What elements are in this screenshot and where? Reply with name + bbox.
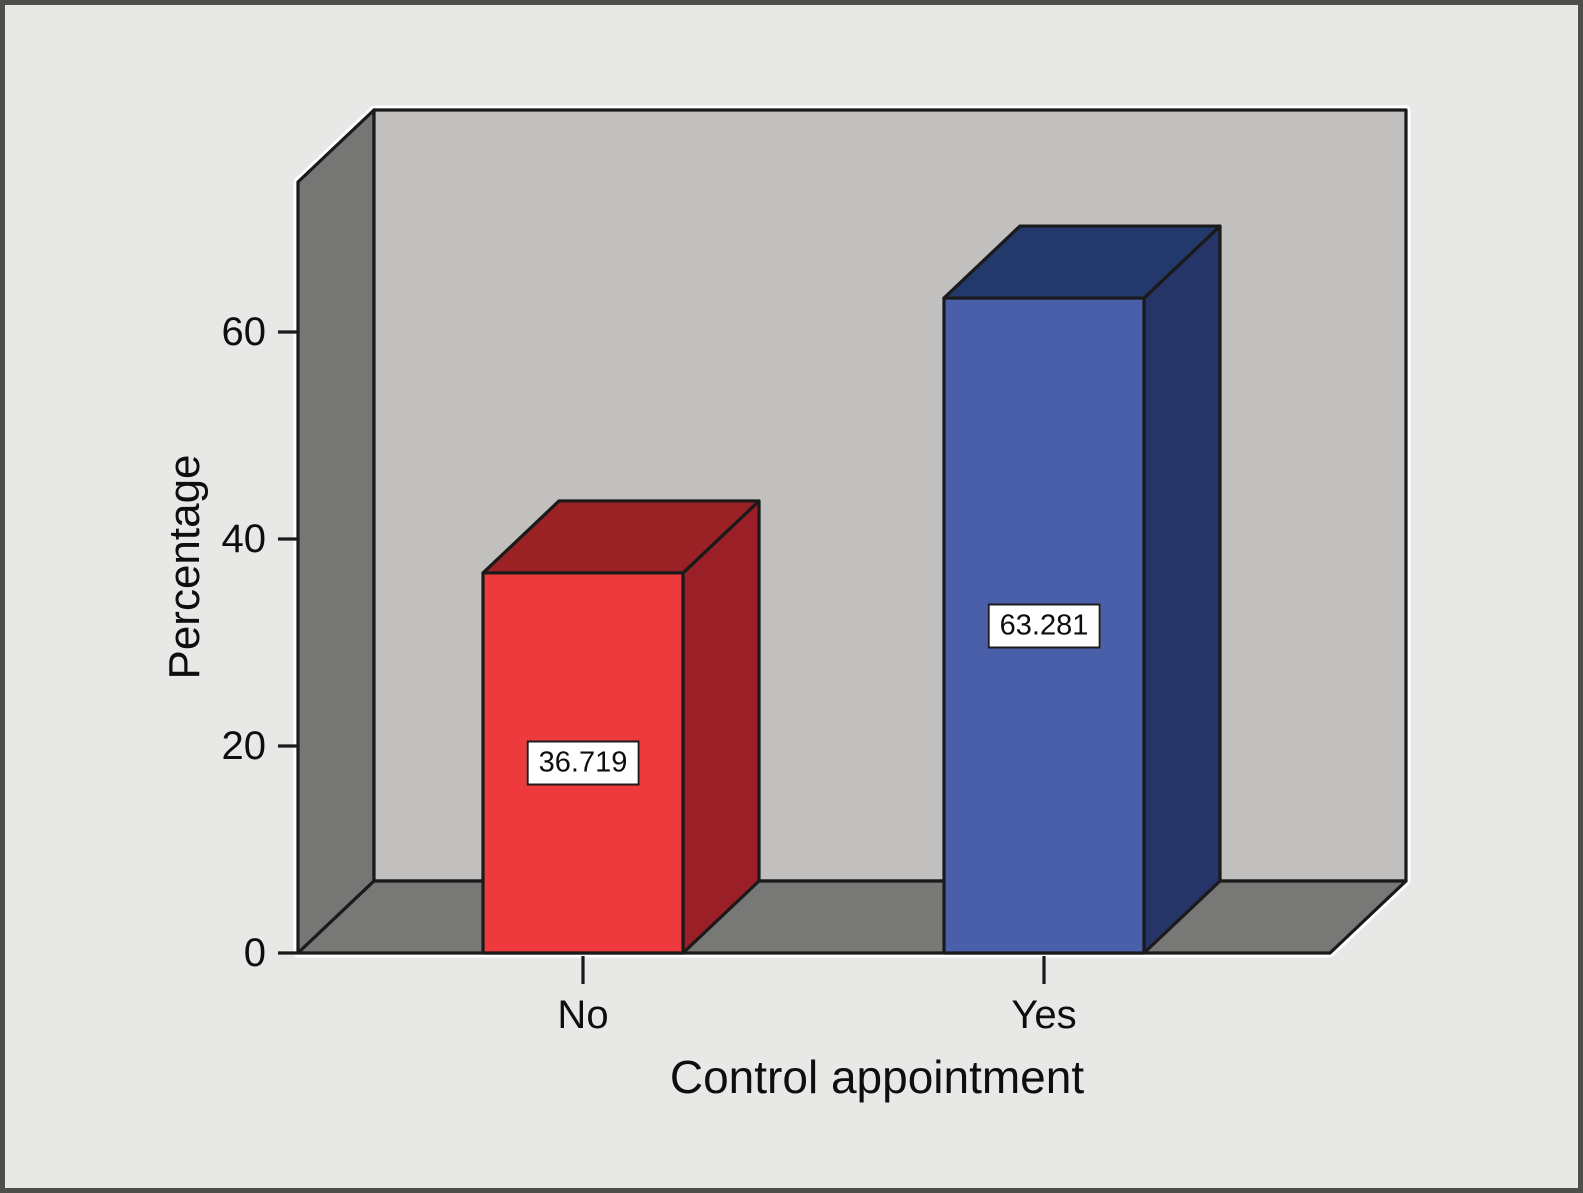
x-category-label-no: No	[557, 993, 609, 1037]
x-category-label-yes: Yes	[1011, 993, 1077, 1037]
panel-left-wall	[296, 108, 376, 955]
bar-value-label-no: 36.719	[526, 740, 640, 786]
bar-value-label-yes: 63.281	[987, 603, 1101, 649]
y-tick-label-20: 20	[221, 724, 267, 768]
x-axis-title: Control appointment	[669, 1051, 1085, 1103]
bar-no-side-face	[681, 499, 761, 955]
y-tick-label-0: 0	[243, 931, 266, 975]
y-axis-title: Percentage	[160, 454, 209, 680]
y-tick-label-40: 40	[221, 517, 267, 561]
bar-yes-side-face	[1142, 224, 1222, 955]
panel-floor	[296, 879, 1408, 955]
y-tick-label-60: 60	[221, 310, 267, 354]
